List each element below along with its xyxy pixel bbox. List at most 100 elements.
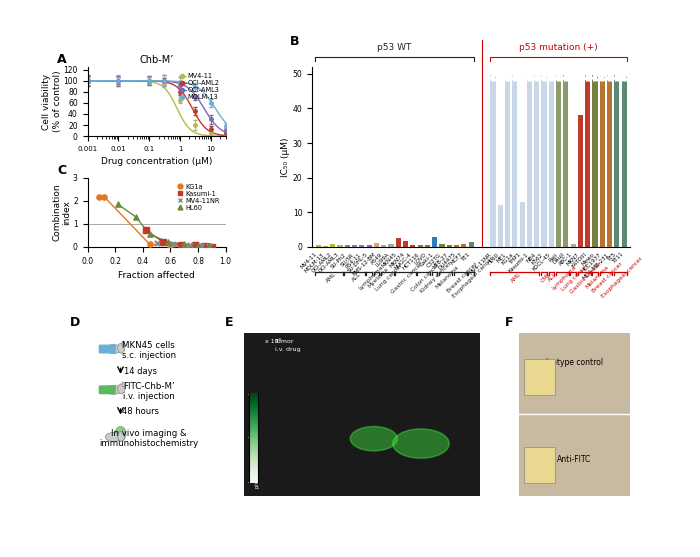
Bar [519, 202, 525, 247]
FancyBboxPatch shape [99, 385, 116, 394]
FancyBboxPatch shape [99, 345, 116, 354]
Bar [316, 245, 321, 247]
Ellipse shape [105, 385, 122, 394]
Text: In vivo imaging &: In vivo imaging & [111, 429, 187, 438]
Text: D: D [70, 316, 80, 329]
Circle shape [118, 431, 125, 441]
Bar [534, 74, 539, 247]
Point [162, 237, 173, 246]
Text: ALL: ALL [547, 272, 559, 283]
Circle shape [118, 384, 125, 394]
Legend: MV4-11, OCI-AML2, OCI-AML3, MOLM-13: MV4-11, OCI-AML2, OCI-AML3, MOLM-13 [176, 70, 223, 102]
Bar [468, 242, 474, 247]
Point [112, 200, 123, 209]
Text: Anti-FITC: Anti-FITC [557, 456, 592, 465]
Bar [374, 243, 379, 247]
Text: Lymphoma: Lymphoma [551, 265, 577, 291]
Point [193, 241, 204, 250]
Point [178, 240, 190, 248]
Bar [454, 245, 459, 247]
Bar [425, 245, 430, 247]
Bar [395, 238, 401, 247]
Point [130, 212, 141, 221]
Text: A: A [57, 53, 66, 66]
Text: MKN45 cells: MKN45 cells [122, 341, 175, 350]
Point [151, 238, 162, 247]
Bar [549, 74, 554, 247]
Bar [389, 244, 393, 247]
Text: i.v. drug: i.v. drug [275, 348, 300, 353]
Text: Tumor: Tumor [275, 339, 294, 344]
Circle shape [118, 343, 125, 353]
Bar [432, 237, 438, 247]
Text: 14 days: 14 days [124, 367, 157, 375]
Bar [556, 74, 561, 247]
Text: 48 hours: 48 hours [122, 407, 159, 416]
Bar [381, 245, 386, 247]
Bar [570, 243, 575, 247]
Text: Isotype control: Isotype control [546, 358, 603, 367]
Bar [440, 244, 444, 247]
Point [144, 230, 155, 239]
Text: Gastric cancer: Gastric cancer [391, 261, 424, 295]
Y-axis label: Combination
index: Combination index [52, 183, 71, 241]
Bar [585, 74, 590, 247]
Ellipse shape [105, 345, 122, 354]
Bar [344, 245, 350, 247]
Point [204, 242, 215, 251]
X-axis label: Drug concentration (μM): Drug concentration (μM) [101, 158, 212, 167]
Text: p/s/cm²/sr: p/s/cm²/sr [253, 460, 260, 487]
Point [164, 241, 176, 250]
Text: Kidney cancer: Kidney cancer [420, 261, 453, 294]
Text: Myeloma: Myeloma [367, 266, 389, 289]
Point [195, 241, 206, 250]
Ellipse shape [122, 341, 125, 346]
Point [176, 240, 187, 249]
Bar [491, 74, 496, 247]
Text: x 10⁸: x 10⁸ [265, 339, 281, 344]
Text: Lung cancer: Lung cancer [374, 263, 404, 292]
Text: Esophageal cancer: Esophageal cancer [452, 256, 494, 299]
Text: Colon cancer: Colon cancer [410, 262, 441, 293]
Point [204, 242, 215, 251]
Bar [447, 245, 452, 247]
Text: Lung cancer: Lung cancer [561, 263, 589, 292]
Bar [542, 74, 547, 247]
Ellipse shape [122, 382, 125, 387]
Y-axis label: Cell viability
(% of control): Cell viability (% of control) [43, 71, 62, 133]
Text: Gastric cancer: Gastric cancer [569, 261, 603, 295]
Point [204, 242, 215, 251]
Bar [607, 74, 612, 247]
Bar [615, 74, 620, 247]
Text: AML: AML [510, 271, 523, 284]
Text: F: F [505, 316, 514, 329]
Bar [323, 246, 328, 247]
Point [144, 240, 155, 248]
Text: immunohistochemistry: immunohistochemistry [99, 439, 198, 448]
FancyBboxPatch shape [524, 359, 555, 395]
Bar [527, 74, 532, 247]
Point [140, 225, 151, 234]
Bar [418, 245, 423, 247]
Text: Melanoma: Melanoma [435, 265, 460, 290]
Text: Breast cancer: Breast cancer [592, 261, 624, 294]
Point [181, 241, 193, 250]
Ellipse shape [122, 429, 125, 434]
Text: ALL: ALL [351, 272, 362, 283]
Ellipse shape [393, 429, 449, 458]
Text: B: B [290, 35, 300, 48]
Text: FITC-Chb-M’: FITC-Chb-M’ [123, 382, 175, 391]
Text: AML: AML [325, 271, 337, 284]
Bar [410, 245, 415, 247]
Point [190, 241, 201, 250]
Bar [367, 245, 372, 247]
Circle shape [116, 427, 126, 441]
Bar [403, 241, 408, 247]
Point [206, 242, 218, 251]
Point [195, 242, 206, 251]
Bar [505, 74, 510, 247]
Bar [564, 74, 568, 247]
Y-axis label: IC₅₀ (μM): IC₅₀ (μM) [281, 137, 290, 177]
Bar [337, 245, 342, 247]
Ellipse shape [350, 427, 398, 451]
